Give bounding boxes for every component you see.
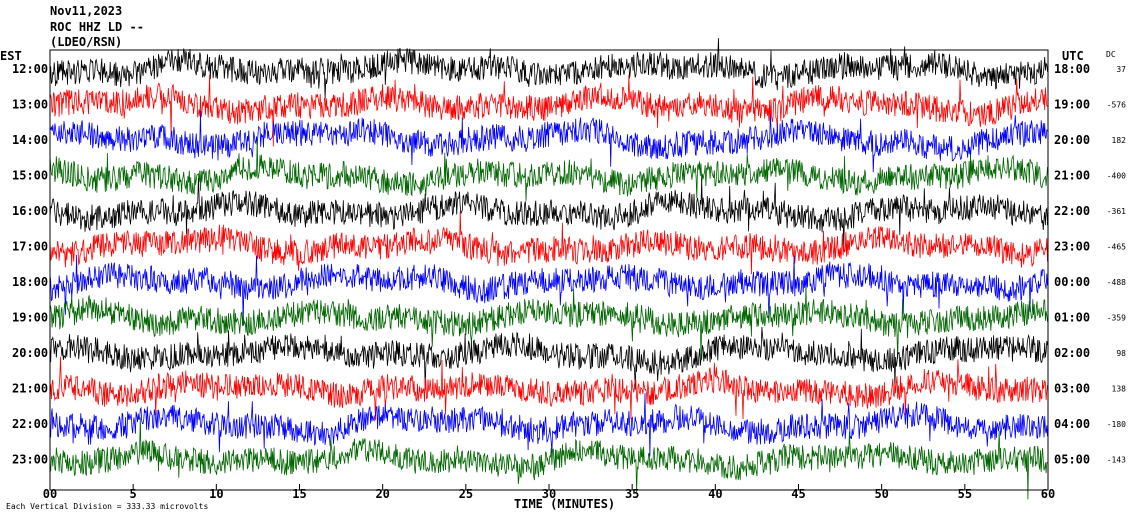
x-tick-label: 15 — [292, 487, 306, 501]
trace-line — [49, 178, 1048, 252]
utc-tick-label: 23:00 — [1054, 240, 1090, 254]
dc-offset-label: 37 — [1116, 65, 1126, 74]
dc-offset-label: 182 — [1112, 136, 1127, 145]
dc-offset-label: -465 — [1107, 243, 1126, 252]
est-tick-label: 15:00 — [12, 169, 48, 183]
trace-line — [49, 38, 1048, 100]
trace-line — [49, 356, 1048, 421]
utc-tick-labels: 18:00 19:00 20:00 21:00 22:00 23:00 00:00 01:00… — [1054, 62, 1090, 467]
utc-tick-label: 18:00 — [1054, 62, 1090, 76]
dc-offset-label: -180 — [1107, 420, 1126, 429]
est-tick-label: 22:00 — [12, 417, 48, 431]
utc-tick-label: 01:00 — [1054, 311, 1090, 325]
est-tick-label: 13:00 — [12, 98, 48, 112]
x-tick-label: 45 — [791, 487, 805, 501]
dc-offset-labels: 37 -576 182 -400 -361 -465 -488 -359 98 138 -180 -1… — [1107, 65, 1126, 465]
chart-date: Nov11,2023 — [50, 4, 122, 18]
scale-footnote: Each Vertical Division = 333.33 microvol… — [6, 502, 208, 511]
x-tick-label: 50 — [874, 487, 888, 501]
utc-tick-label: 19:00 — [1054, 98, 1090, 112]
x-tick-label: 60 — [1041, 487, 1055, 501]
dc-offset-label: 138 — [1112, 385, 1127, 394]
dc-label: DC — [1106, 50, 1116, 59]
utc-tick-label: 05:00 — [1054, 453, 1090, 467]
est-axis-label: EST — [0, 49, 22, 63]
est-tick-label: 16:00 — [12, 204, 48, 218]
utc-axis-label: UTC — [1062, 49, 1084, 63]
utc-tick-label: 02:00 — [1054, 346, 1090, 360]
utc-tick-label: 20:00 — [1054, 133, 1090, 147]
trace-line — [49, 417, 1048, 500]
chart-header: Nov11,2023 ROC HHZ LD -- (LDEO/RSN) — [50, 4, 144, 49]
est-tick-label: 21:00 — [12, 382, 48, 396]
utc-tick-label: 04:00 — [1054, 417, 1090, 431]
chart-station: ROC HHZ LD -- — [50, 20, 144, 34]
trace-line — [49, 211, 1048, 275]
x-tick-labels: 00 5 10 15 20 25 30 35 40 45 50 55 60 — [43, 484, 1055, 501]
x-tick-label: 30 — [542, 487, 556, 501]
utc-tick-label: 00:00 — [1054, 275, 1090, 289]
est-tick-label: 14:00 — [12, 133, 48, 147]
x-tick-label: 55 — [958, 487, 972, 501]
x-tick-label: 40 — [708, 487, 722, 501]
trace-line — [49, 393, 1048, 457]
trace-line — [49, 254, 1048, 326]
trace-layer — [49, 38, 1048, 500]
est-tick-label: 17:00 — [12, 240, 48, 254]
dc-offset-label: -143 — [1107, 456, 1126, 465]
trace-line — [49, 326, 1048, 391]
utc-tick-label: 21:00 — [1054, 169, 1090, 183]
trace-line — [49, 138, 1048, 201]
utc-tick-label: 22:00 — [1054, 204, 1090, 218]
dc-offset-label: 98 — [1116, 349, 1126, 358]
x-axis-title: TIME (MINUTES) — [514, 497, 615, 511]
est-tick-label: 20:00 — [12, 346, 48, 360]
est-tick-labels: 12:00 13:00 14:00 15:00 16:00 17:00 18:00 19:00… — [12, 62, 48, 467]
chart-network: (LDEO/RSN) — [50, 35, 122, 49]
trace-line — [49, 285, 1048, 360]
est-tick-label: 12:00 — [12, 62, 48, 76]
x-tick-label: 00 — [43, 487, 57, 501]
trace-line — [49, 74, 1048, 147]
est-tick-label: 23:00 — [12, 453, 48, 467]
est-tick-label: 18:00 — [12, 275, 48, 289]
dc-offset-label: -576 — [1107, 101, 1126, 110]
x-tick-label: 5 — [130, 487, 137, 501]
utc-tick-label: 03:00 — [1054, 382, 1090, 396]
x-tick-label: 25 — [459, 487, 473, 501]
x-tick-label: 20 — [375, 487, 389, 501]
trace-line — [49, 110, 1048, 173]
x-tick-label: 35 — [625, 487, 639, 501]
est-tick-label: 19:00 — [12, 311, 48, 325]
dc-offset-label: -400 — [1107, 172, 1126, 181]
dc-offset-label: -359 — [1107, 314, 1126, 323]
dc-offset-label: -488 — [1107, 278, 1126, 287]
dc-offset-label: -361 — [1107, 207, 1126, 216]
x-tick-label: 10 — [209, 487, 223, 501]
